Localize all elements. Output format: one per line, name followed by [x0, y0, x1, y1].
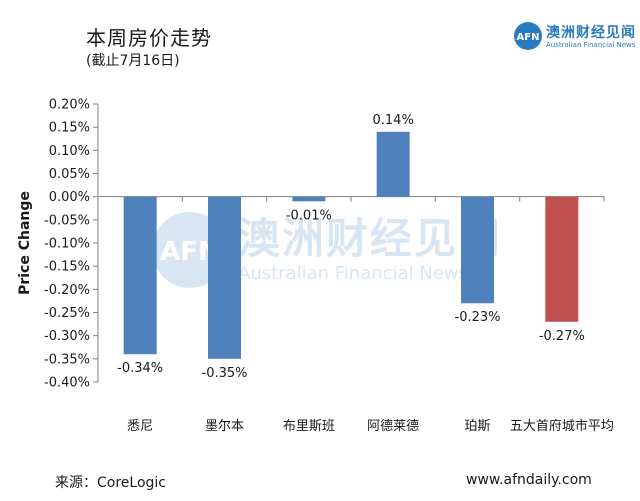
brand-name-en: Australian Financial News: [546, 41, 636, 49]
y-tick-label: -0.40%: [44, 376, 90, 391]
bar: [292, 196, 326, 202]
y-tick-label: -0.20%: [44, 283, 90, 298]
y-tick-label: -0.25%: [44, 306, 90, 321]
data-label: -0.23%: [455, 310, 501, 325]
logo-text: AFN: [517, 32, 540, 43]
x-tick-label: 阿德莱德: [367, 419, 419, 434]
data-label: -0.01%: [286, 208, 332, 223]
data-label: -0.35%: [202, 366, 248, 381]
chart-title: 本周房价走势: [86, 26, 212, 50]
y-tick-label: 0.10%: [49, 144, 90, 159]
data-label: 0.14%: [373, 113, 414, 128]
afn-logo-icon: AFN: [514, 22, 542, 50]
y-tick-label: 0.20%: [49, 98, 90, 113]
y-tick-label: -0.35%: [44, 352, 90, 367]
y-tick-label: -0.30%: [44, 329, 90, 344]
chart-subtitle: (截止7月16日): [86, 53, 180, 69]
x-tick-label: 珀斯: [464, 419, 490, 434]
x-tick-label: 墨尔本: [205, 419, 244, 434]
y-tick-label: -0.10%: [44, 237, 90, 252]
y-tick-label: -0.05%: [44, 213, 90, 228]
data-label: -0.34%: [117, 361, 163, 376]
x-tick-label: 布里斯班: [283, 419, 335, 434]
y-tick-label: -0.15%: [44, 260, 90, 275]
data-label: -0.27%: [539, 329, 585, 344]
y-tick-label: 0.00%: [49, 190, 90, 205]
source-label: 来源：CoreLogic: [55, 475, 166, 491]
bar: [208, 196, 241, 359]
site-url: www.afndaily.com: [466, 472, 592, 488]
bar: [123, 196, 157, 355]
bar: [461, 196, 494, 304]
bar: [376, 131, 410, 197]
x-tick-label: 五大首府城市平均: [510, 418, 614, 434]
y-axis-title: Price Change: [17, 191, 33, 295]
bar: [545, 196, 579, 322]
x-tick-label: 悉尼: [127, 419, 153, 434]
y-tick-label: 0.05%: [49, 167, 90, 182]
brand-name-cn: 澳洲财经见闻: [546, 25, 636, 41]
brand-logo: AFN 澳洲财经见闻 Australian Financial News: [512, 20, 636, 52]
y-tick-label: 0.15%: [49, 121, 90, 136]
